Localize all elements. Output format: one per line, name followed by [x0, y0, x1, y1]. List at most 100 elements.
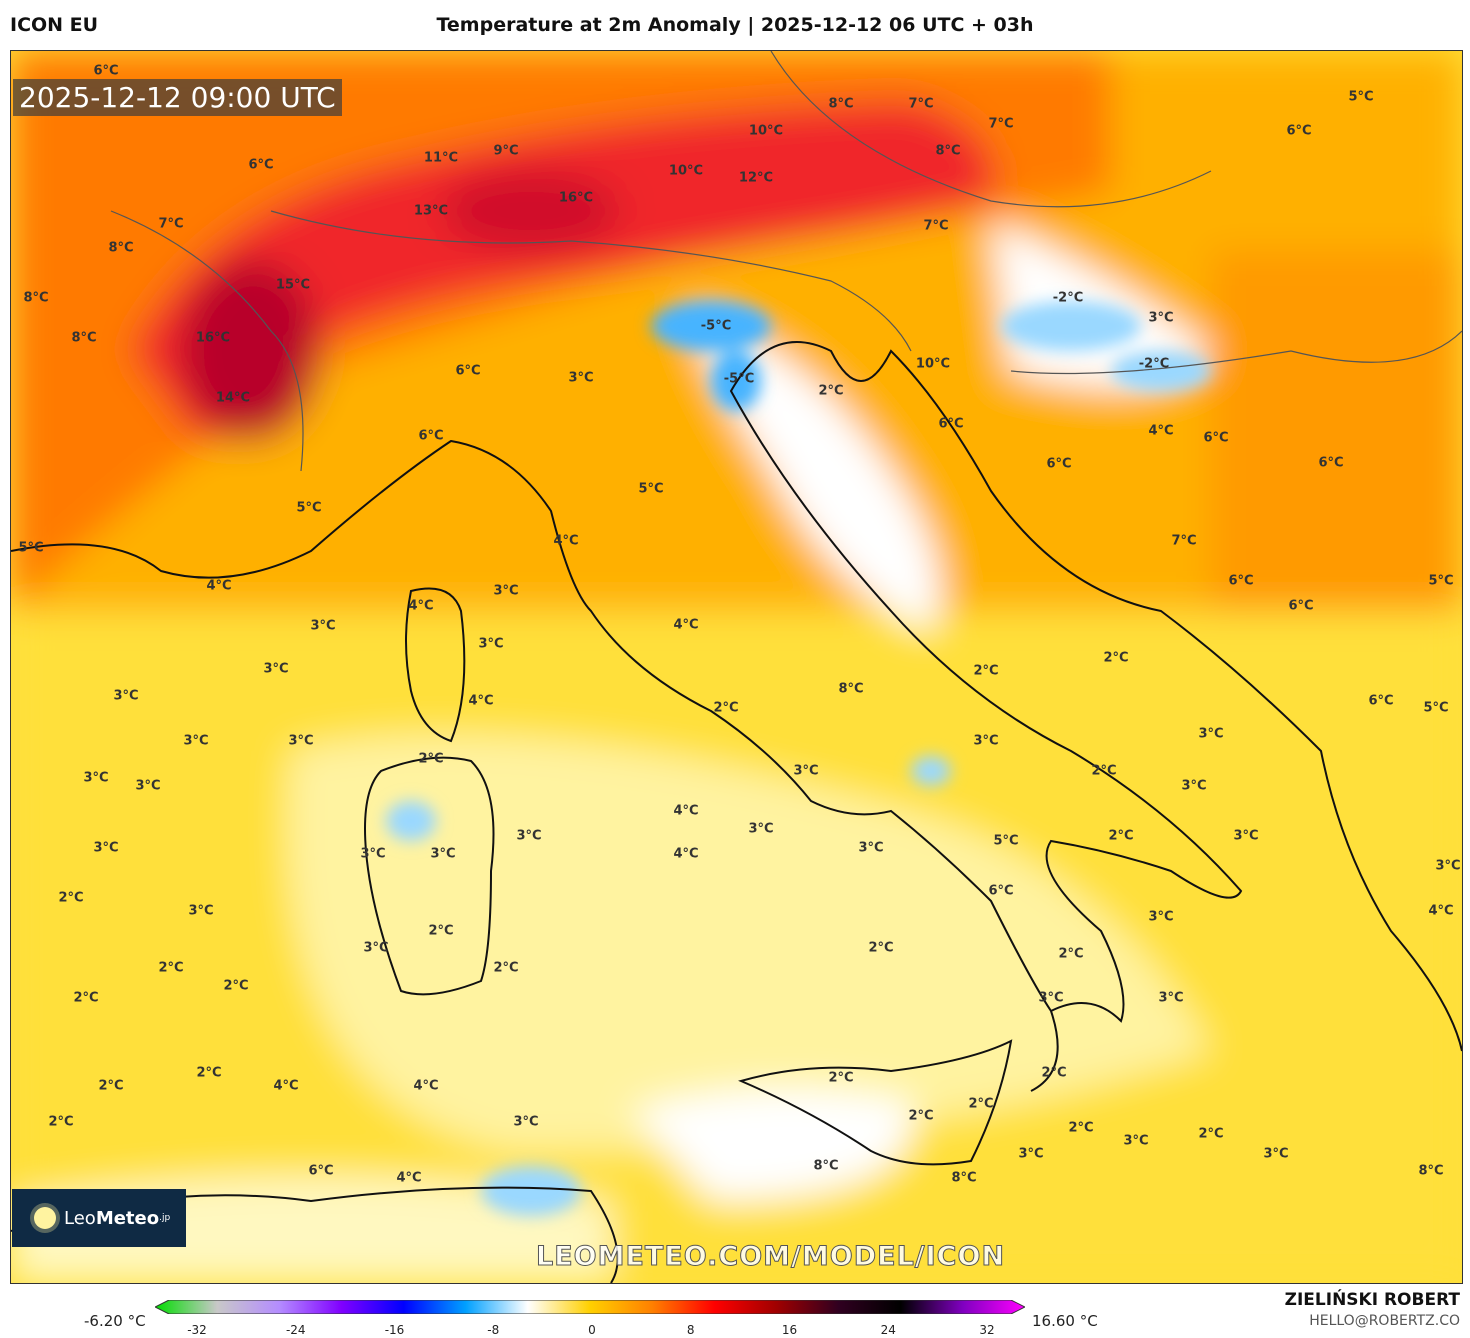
temperature-label: 3°C — [568, 370, 594, 386]
temperature-label: 14°C — [215, 390, 251, 406]
colorbar-tick: -32 — [187, 1323, 207, 1337]
temperature-label: 3°C — [748, 821, 774, 837]
cold-spot-tunisia — [481, 1166, 581, 1216]
border-france-italy — [110, 210, 304, 472]
temperature-label: 6°C — [1318, 455, 1344, 471]
temperature-label: 3°C — [793, 763, 819, 779]
temperature-label: 8°C — [1418, 1163, 1444, 1179]
leometeo-logo[interactable]: Leo Meteo .jp — [12, 1189, 186, 1247]
temperature-label: 2°C — [968, 1096, 994, 1112]
temperature-label: 3°C — [1038, 990, 1064, 1006]
temperature-label: 3°C — [93, 840, 119, 856]
temperature-label: 2°C — [908, 1108, 934, 1124]
temperature-label: 2°C — [196, 1065, 222, 1081]
colorbar-tick: -24 — [285, 1323, 306, 1337]
temperature-label: 3°C — [135, 778, 161, 794]
temperature-label: 4°C — [468, 693, 494, 709]
temperature-label: -2°C — [1138, 356, 1170, 372]
temperature-label: 5°C — [1428, 573, 1454, 589]
temperature-label: 3°C — [513, 1114, 539, 1130]
temperature-label: 7°C — [158, 216, 184, 232]
colorbar — [155, 1300, 1025, 1314]
temperature-label: 2°C — [1108, 828, 1134, 844]
temperature-label: 3°C — [363, 940, 389, 956]
alps-dark-zone-2 — [441, 171, 621, 251]
temperature-label: 2°C — [1091, 763, 1117, 779]
temperature-label: 2°C — [828, 1070, 854, 1086]
cold-spot-campania — [911, 756, 951, 786]
temperature-label: -5°C — [723, 371, 755, 387]
temperature-label: 6°C — [93, 63, 119, 79]
temperature-label: 9°C — [493, 143, 519, 159]
temperature-label: 3°C — [113, 688, 139, 704]
temperature-label: 3°C — [858, 840, 884, 856]
temperature-label: 4°C — [206, 578, 232, 594]
temperature-label: 3°C — [1123, 1133, 1149, 1149]
colorbar-tick: -16 — [384, 1323, 405, 1337]
temperature-label: 8°C — [828, 96, 854, 112]
coastline-italy-adriatic — [11, 341, 1462, 1092]
temperature-anomaly-map: 2025-12-12 09:00 UTC 6°C 6°C 11°C 9°C 13°C 16… — [10, 50, 1463, 1284]
temperature-label: 6°C — [1046, 456, 1072, 472]
temperature-label: 3°C — [1233, 828, 1259, 844]
temperature-label: 12°C — [738, 170, 774, 186]
pale-zone — [287, 735, 1211, 1151]
sun-icon — [34, 1207, 56, 1229]
corsica-coast — [405, 587, 466, 743]
temperature-label: 5°C — [993, 833, 1019, 849]
chart-title: Temperature at 2m Anomaly | 2025-12-12 0… — [436, 14, 1034, 36]
temperature-label: 8°C — [23, 290, 49, 306]
temperature-label: 5°C — [296, 500, 322, 516]
model-name: ICON EU — [10, 14, 99, 36]
temperature-label: 2°C — [713, 700, 739, 716]
temperature-label: 3°C — [1158, 990, 1184, 1006]
temperature-label: 3°C — [183, 733, 209, 749]
temperature-label: 2°C — [1198, 1126, 1224, 1142]
temperature-label: 6°C — [418, 428, 444, 444]
temperature-label: 2°C — [1041, 1065, 1067, 1081]
temperature-label: 6°C — [1368, 693, 1394, 709]
alps-red-zone — [131, 101, 995, 441]
temperature-label: 6°C — [1288, 598, 1314, 614]
temperature-label: 7°C — [988, 116, 1014, 132]
temperature-label: 8°C — [951, 1170, 977, 1186]
temperature-label: 3°C — [493, 583, 519, 599]
temperature-label: 4°C — [1148, 423, 1174, 439]
colorbar-tick: -8 — [487, 1323, 500, 1337]
temperature-label: 2°C — [418, 751, 444, 767]
temperature-label: 4°C — [673, 846, 699, 862]
cold-spot-po-valley — [651, 301, 771, 351]
colorbar-min-label: -6.20 °C — [84, 1312, 146, 1330]
temperature-label: 6°C — [455, 363, 481, 379]
temperature-label: 3°C — [1181, 778, 1207, 794]
temperature-label: 3°C — [360, 846, 386, 862]
temperature-label: 4°C — [273, 1078, 299, 1094]
temperature-label: -2°C — [1052, 290, 1084, 306]
temperature-label: 2°C — [1103, 650, 1129, 666]
colorbar-tick: 0 — [588, 1323, 596, 1337]
temperature-label: 7°C — [908, 96, 934, 112]
sicily-channel-white-zone — [631, 1088, 913, 1201]
temperature-label: 2°C — [818, 383, 844, 399]
colorbar-tick: 24 — [880, 1323, 896, 1337]
temperature-label: 4°C — [396, 1170, 422, 1186]
temperature-label: 2°C — [868, 940, 894, 956]
temperature-label: 10°C — [668, 163, 704, 179]
logo-text-bold: Meteo — [95, 1207, 160, 1229]
colorbar-tick: 32 — [979, 1323, 995, 1337]
temperature-label: 6°C — [1203, 430, 1229, 446]
border-croatia-hungary — [1010, 330, 1462, 375]
borders — [110, 51, 1462, 472]
author-email: HELLO@ROBERTZ.CO — [1309, 1313, 1460, 1329]
colorbar-tick: 8 — [686, 1323, 695, 1337]
temperature-label: 10°C — [915, 356, 951, 372]
colorbar-max-label: 16.60 °C — [1032, 1312, 1098, 1330]
temperature-label: 3°C — [83, 770, 109, 786]
temperature-label: 5°C — [638, 481, 664, 497]
colorbar-tick: 16 — [781, 1323, 798, 1337]
temperature-label: 4°C — [673, 617, 699, 633]
temperature-label: 8°C — [71, 330, 97, 346]
temperature-label: 2°C — [58, 890, 84, 906]
temperature-label: 2°C — [48, 1114, 74, 1130]
logo-text-light: Leo — [64, 1207, 96, 1229]
